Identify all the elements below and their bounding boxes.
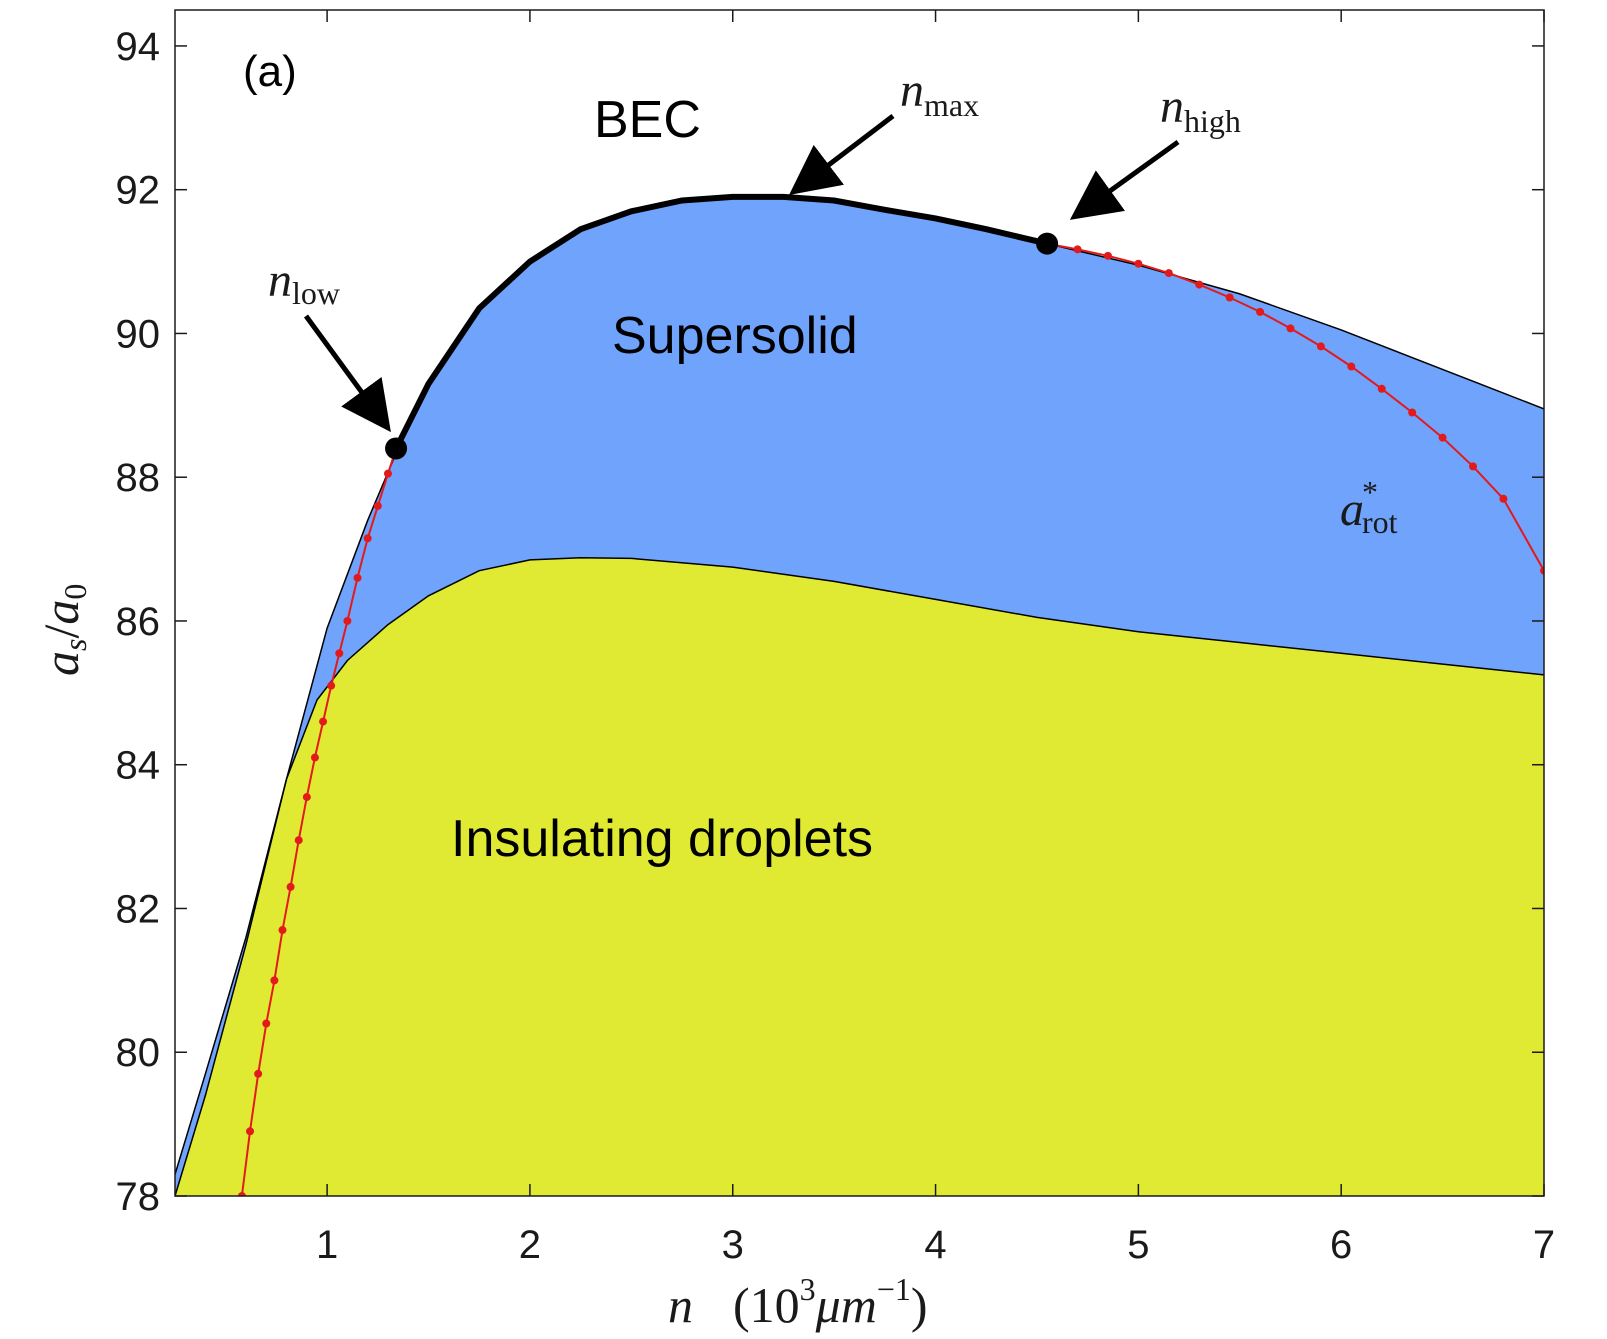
a-rot-marker [262,1019,271,1028]
region-label-supersolid: Supersolid [612,307,858,365]
x-tick-label: 1 [316,1223,338,1267]
x-tick-label: 3 [722,1223,744,1267]
a-rot-marker [246,1127,255,1136]
arrow-n-high [1069,139,1180,220]
a-rot-marker [1469,462,1478,471]
x-axis-label: n (103μm−1) [668,1271,928,1333]
a-rot-marker [254,1069,263,1078]
region-label-droplets: Insulating droplets [451,810,873,868]
a-rot-marker [1540,566,1544,575]
a-rot-marker [302,793,311,802]
x-tick-label: 4 [924,1223,946,1267]
a-rot-marker [1408,408,1417,417]
a-rot-marker [270,976,279,985]
annotation-n-max: nmax [900,64,979,123]
x-tick-label: 2 [519,1223,541,1267]
a-rot-marker [1347,362,1356,371]
a-rot-marker [363,534,372,543]
a-rot-marker [1316,342,1325,351]
a-rot-markers [237,239,1544,1196]
a-rot-marker [1499,494,1508,503]
annotation-a-rot: a* rot [1340,474,1398,540]
point-n-low [385,437,408,460]
special-points [385,232,1059,460]
y-tick-label: 94 [116,25,161,69]
transition-line [393,193,1048,450]
a-rot-marker [1225,293,1234,302]
y-tick-label: 82 [116,887,161,931]
a-rot-marker [237,1192,246,1196]
a-rot-marker [319,717,328,726]
y-tick-label: 80 [116,1031,161,1075]
arrow-n-max [789,114,895,196]
a-rot-marker [335,649,344,658]
y-tick-label: 90 [116,312,161,356]
a-rot-marker [1164,269,1173,278]
y-axis-ticks: 78 80 82 84 86 88 90 92 94 [116,25,1544,1219]
y-tick-label: 86 [116,600,161,644]
a-rot-marker [278,926,287,935]
a-rot-marker [373,501,382,510]
a-rot-marker [353,573,362,582]
a-rot-marker [310,753,319,762]
y-tick-label: 84 [116,744,161,788]
y-tick-label: 88 [116,456,161,500]
a-rot-marker [1377,384,1386,393]
plot-frame [174,9,1545,1197]
a-rot-marker [343,616,352,625]
y-tick-label: 92 [116,169,161,213]
a-rot-marker [1134,259,1143,268]
a-rot-marker [1073,245,1082,254]
x-tick-label: 6 [1330,1223,1352,1267]
annotation-n-high: nhigh [1160,80,1241,139]
a-rot-marker [327,681,336,690]
droplets-region [175,557,1544,1196]
a-rot-marker [1438,433,1447,442]
point-n-high [1036,232,1059,255]
x-axis-ticks: 1 2 3 4 5 6 7 [316,10,1555,1267]
annotation-n-low: nlow [268,254,340,311]
region-label-bec: BEC [594,91,701,149]
y-tick-label: 78 [116,1175,161,1219]
panel-label: (a) [243,47,297,96]
x-tick-label: 5 [1127,1223,1149,1267]
y-axis-label: as/a0 [33,584,93,676]
a-rot-marker [294,836,303,845]
lower-boundary-line [175,556,1544,1196]
x-tick-label: 7 [1533,1223,1555,1267]
a-rot-marker [1195,280,1204,289]
a-rot-marker [1286,324,1295,333]
a-rot-marker [286,882,295,891]
a-rot-marker [1256,307,1265,316]
arrow-n-low [303,314,391,433]
a-rot-marker [1103,251,1112,260]
a-rot-marker [383,469,392,478]
